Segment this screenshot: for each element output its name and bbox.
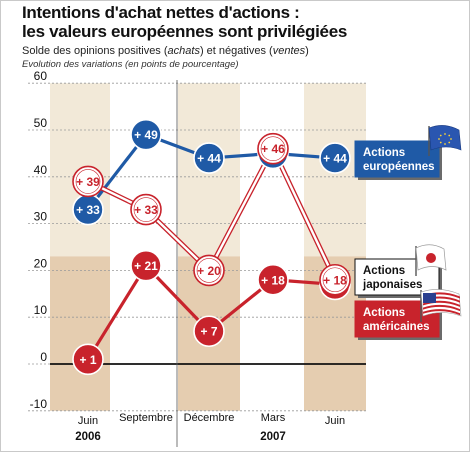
data-label: + 39 bbox=[76, 175, 100, 189]
x-tick-label: Septembre bbox=[119, 412, 173, 424]
flag-star bbox=[448, 141, 451, 144]
year-label: 2006 bbox=[75, 431, 101, 443]
data-label: + 18 bbox=[323, 273, 347, 287]
data-label: + 44 bbox=[197, 152, 221, 166]
x-tick-label: Juin bbox=[325, 415, 345, 427]
year-label: 2007 bbox=[260, 431, 286, 443]
flag-disc bbox=[426, 253, 436, 263]
data-label: + 21 bbox=[134, 259, 158, 273]
legend-label: européennes bbox=[363, 161, 435, 173]
data-point-ring bbox=[75, 169, 101, 194]
data-point-ring bbox=[260, 136, 286, 162]
data-label: + 18 bbox=[261, 273, 285, 287]
eu-flag-icon bbox=[428, 125, 462, 156]
data-label: + 20 bbox=[197, 264, 221, 278]
data-label: + 1 bbox=[79, 353, 96, 367]
y-tick-label: -10 bbox=[30, 397, 48, 411]
legend-label: américaines bbox=[363, 321, 430, 333]
y-tick-label: 30 bbox=[34, 210, 48, 224]
data-label: + 7 bbox=[200, 325, 217, 339]
flag-star bbox=[438, 138, 440, 140]
data-label: + 33 bbox=[76, 203, 100, 217]
data-label: + 46 bbox=[261, 142, 285, 156]
data-point bbox=[72, 343, 104, 376]
flag-star bbox=[448, 134, 451, 137]
legend-label: Actions bbox=[363, 147, 405, 159]
flag-star bbox=[444, 143, 446, 145]
y-tick-label: 40 bbox=[34, 163, 48, 177]
flag-star bbox=[439, 134, 442, 137]
chart-subtitle-units: Evolution des variations (en points de p… bbox=[22, 59, 239, 70]
flag-canton bbox=[423, 293, 436, 303]
chart-title: Intentions d'achat nettes d'actions : le… bbox=[22, 3, 347, 41]
column-band bbox=[50, 256, 110, 411]
y-tick-label: 20 bbox=[34, 256, 48, 270]
data-point bbox=[130, 193, 162, 226]
title-line-1: Intentions d'achat nettes d'actions : bbox=[22, 3, 300, 22]
japan-flag-icon bbox=[415, 244, 447, 276]
subtitle-part: ) bbox=[305, 45, 309, 57]
flag-stripe bbox=[423, 304, 460, 312]
legend-label: Actions bbox=[363, 265, 405, 277]
data-point-ring bbox=[196, 258, 222, 283]
y-tick-label: 0 bbox=[40, 350, 47, 364]
data-label: + 33 bbox=[134, 203, 158, 217]
chart-subtitle: Solde des opinions positives (achats) et… bbox=[22, 45, 309, 57]
flag-cloth bbox=[428, 125, 462, 151]
subtitle-part: achats bbox=[167, 45, 200, 57]
flag-star bbox=[450, 138, 452, 140]
data-point bbox=[319, 142, 351, 174]
title-line-2: les valeurs européennes sont privilégiée… bbox=[22, 22, 348, 41]
x-tick-label: Décembre bbox=[184, 412, 235, 424]
flag-stripe bbox=[423, 309, 460, 316]
flag-star bbox=[444, 133, 446, 135]
y-tick-label: 10 bbox=[34, 303, 48, 317]
usa-flag-icon bbox=[420, 289, 462, 322]
y-tick-label: 60 bbox=[34, 69, 48, 83]
y-tick-label: 50 bbox=[34, 116, 48, 130]
data-point bbox=[193, 315, 225, 348]
subtitle-part: ) et négatives ( bbox=[199, 45, 273, 57]
data-point bbox=[257, 263, 289, 296]
data-label: + 44 bbox=[323, 152, 347, 166]
data-point-ring bbox=[322, 267, 348, 293]
subtitle-part: ventes bbox=[272, 45, 306, 57]
x-tick-label: Mars bbox=[261, 412, 286, 424]
data-point bbox=[130, 249, 162, 282]
subtitle-part: Solde des opinions positives ( bbox=[22, 45, 168, 57]
legend-label: Actions bbox=[363, 307, 405, 319]
data-point-ring bbox=[133, 197, 159, 222]
flag-star bbox=[439, 141, 442, 144]
data-point bbox=[193, 142, 225, 174]
data-label: + 49 bbox=[134, 128, 158, 142]
x-tick-label: Juin bbox=[78, 415, 98, 427]
data-point bbox=[257, 132, 289, 165]
data-point bbox=[193, 254, 225, 287]
legend-label: japonaises bbox=[362, 279, 422, 291]
legend-box bbox=[354, 140, 440, 178]
data-point bbox=[130, 118, 162, 151]
data-point bbox=[319, 263, 351, 296]
data-point bbox=[72, 165, 104, 198]
